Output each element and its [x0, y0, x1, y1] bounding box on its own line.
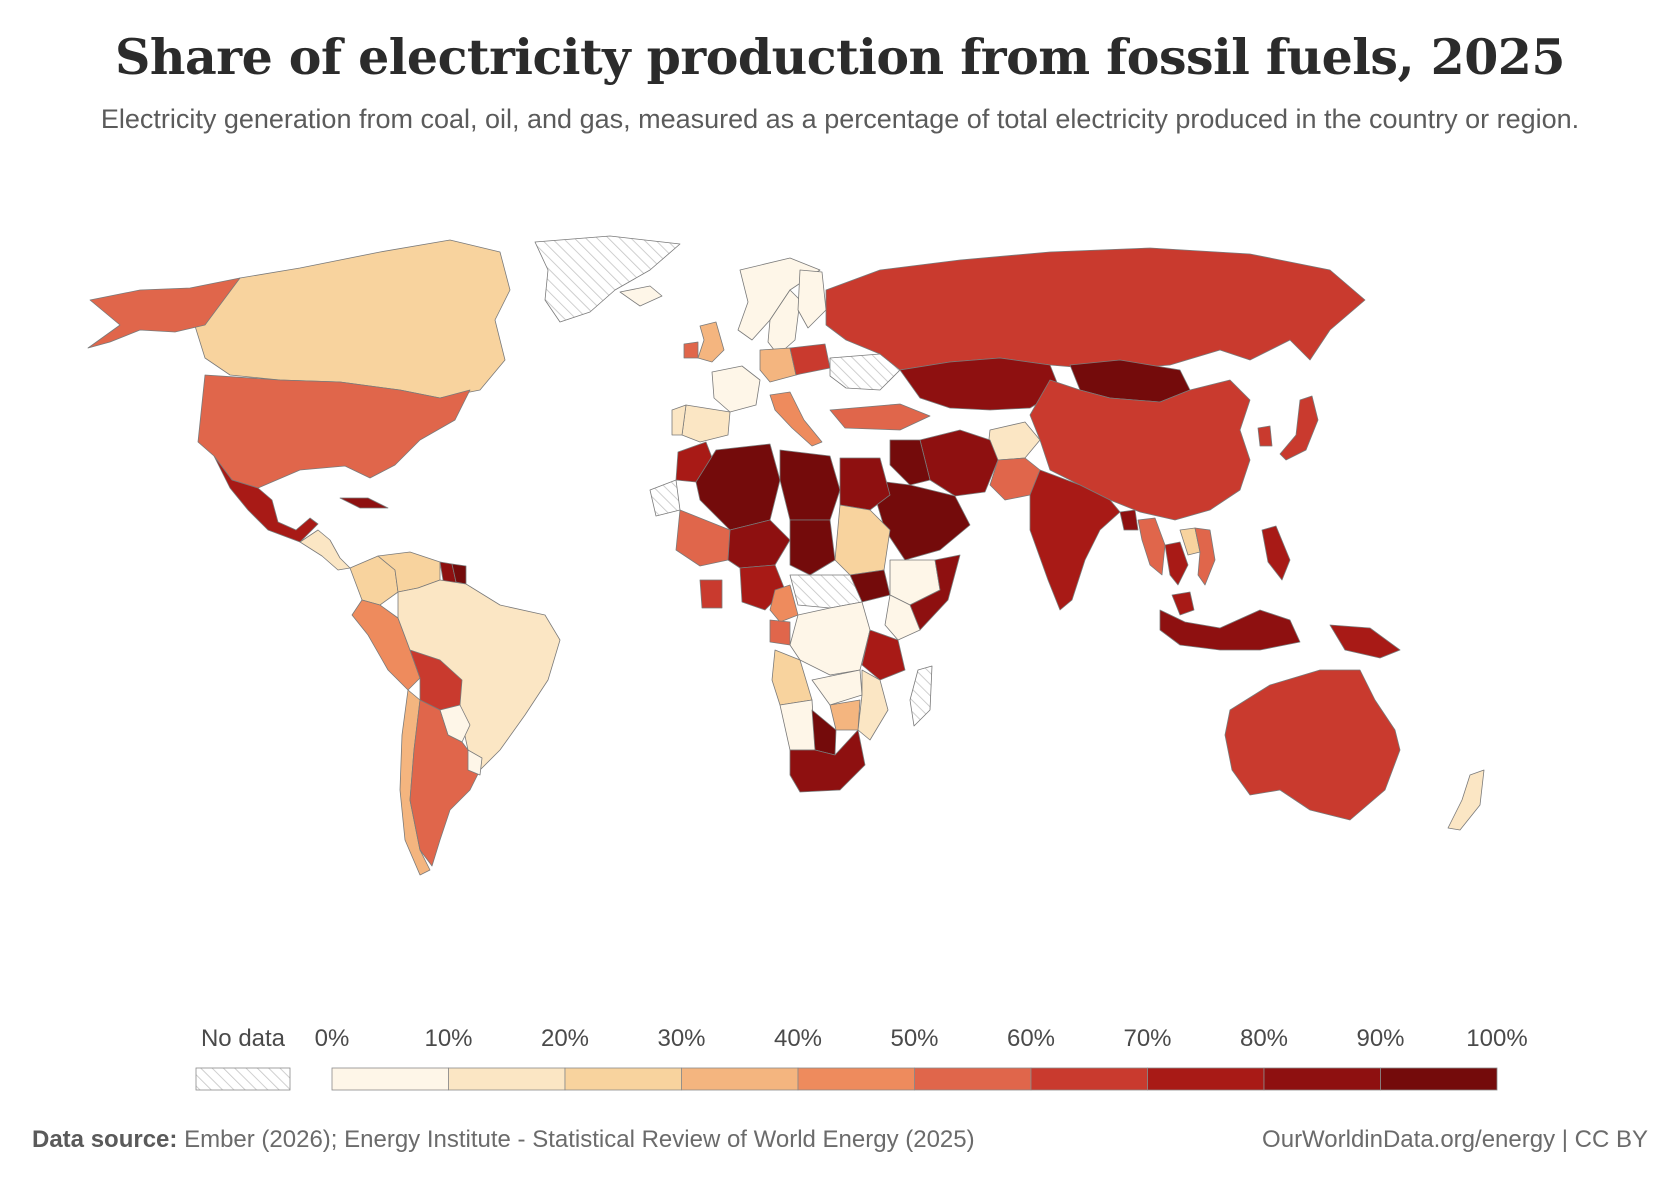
region-papua-new-guinea[interactable]: Papua New Guinea	[1329, 624, 1401, 659]
legend-tick-label: 80%	[1240, 1025, 1288, 1052]
region-new-zealand[interactable]: New Zealand	[1447, 769, 1485, 831]
legend-bin-70-80	[1147, 1067, 1265, 1091]
region-western-sahara[interactable]: Western Sahara	[649, 479, 681, 517]
region-gabon[interactable]: Gabon	[769, 619, 791, 646]
region-mali[interactable]: Mali	[675, 509, 731, 567]
region-myanmar[interactable]: Myanmar	[1137, 517, 1166, 576]
region-vietnam[interactable]: Vietnam	[1194, 527, 1216, 586]
chart-subtitle: Electricity generation from coal, oil, a…	[100, 104, 1580, 134]
region-botswana[interactable]: Botswana	[811, 709, 837, 756]
data-source: Data source: Ember (2026); Energy Instit…	[32, 1126, 975, 1154]
region-bangladesh[interactable]: Bangladesh	[1119, 509, 1139, 531]
region-japan[interactable]: Japan	[1279, 395, 1319, 461]
region-india[interactable]: India	[1029, 469, 1121, 611]
region-finland[interactable]: Finland	[797, 269, 827, 329]
region-cameroon[interactable]: Cameroon	[769, 584, 799, 623]
region-peru[interactable]: Peru	[351, 599, 421, 691]
region-zimbabwe[interactable]: Zimbabwe	[829, 699, 861, 731]
region-south-africa[interactable]: South Africa	[789, 729, 866, 793]
region-spain[interactable]: Spain	[681, 404, 731, 443]
region-chad[interactable]: Chad	[789, 519, 836, 576]
color-legend: No data 0% 10% 20% 30% 40% 50% 60% 70% 80% 90% 100…	[195, 1025, 1528, 1091]
legend-bin-40-50	[797, 1067, 915, 1091]
legend-tick-label: 90%	[1356, 1025, 1404, 1052]
legend-no-data-label: No data	[201, 1025, 286, 1052]
legend-tick-label: 10%	[424, 1025, 472, 1052]
legend-bin-10-20	[448, 1067, 566, 1091]
legend-tick-label: 100%	[1466, 1025, 1527, 1052]
legend-no-data-swatch	[195, 1067, 291, 1091]
legend-bin-20-30	[564, 1067, 682, 1091]
region-alaska[interactable]: Alaska	[87, 277, 241, 349]
region-egypt[interactable]: Egypt	[839, 457, 891, 511]
region-italy[interactable]: Italy	[769, 391, 823, 447]
region-south-korea[interactable]: South Korea	[1257, 425, 1273, 447]
region-malaysia[interactable]: Malaysia	[1171, 591, 1195, 616]
world-map: CanadaAlaskaUnited StatesGreenlandMexico…	[87, 235, 1485, 876]
region-canada[interactable]: Canada	[189, 239, 511, 399]
region-poland[interactable]: Poland	[789, 343, 831, 376]
region-kazakhstan[interactable]: Kazakhstan	[899, 357, 1061, 411]
region-dr-congo[interactable]: DR Congo	[789, 601, 871, 676]
region-cuba[interactable]: Cuba	[339, 497, 389, 509]
region-central-america[interactable]: Central America	[299, 529, 351, 571]
region-iran[interactable]: Iran	[919, 429, 999, 497]
legend-bin-80-90	[1263, 1067, 1381, 1091]
legend-tick-label: 30%	[657, 1025, 705, 1052]
region-ireland[interactable]: Ireland	[683, 341, 699, 359]
region-iceland[interactable]: Iceland	[619, 285, 663, 307]
region-germany[interactable]: Germany	[759, 347, 797, 383]
legend-bin-60-70	[1030, 1067, 1148, 1091]
region-china[interactable]: China	[1029, 379, 1251, 521]
legend-tick-label: 40%	[774, 1025, 822, 1052]
legend-bin-30-40	[681, 1067, 799, 1091]
legend-tick-label: 20%	[541, 1025, 589, 1052]
region-turkey[interactable]: Turkey	[829, 403, 931, 431]
data-source-label: Data source:	[32, 1126, 178, 1153]
legend-bin-50-60	[914, 1067, 1032, 1091]
region-mozambique[interactable]: Mozambique	[857, 669, 889, 741]
region-mexico[interactable]: Mexico	[213, 455, 319, 543]
region-france[interactable]: France	[711, 365, 761, 413]
legend-tick-label: 60%	[1007, 1025, 1055, 1052]
region-portugal[interactable]: Portugal	[671, 404, 687, 436]
license-link[interactable]: OurWorldinData.org/energy | CC BY	[1262, 1126, 1648, 1153]
legend-bin-0-10	[331, 1067, 449, 1091]
region-tanzania[interactable]: Tanzania	[861, 629, 906, 681]
legend-tick-label: 70%	[1123, 1025, 1171, 1052]
region-uruguay[interactable]: Uruguay	[467, 749, 483, 776]
region-kenya[interactable]: Kenya	[884, 594, 921, 641]
region-australia[interactable]: Australia	[1224, 669, 1401, 821]
region-greenland[interactable]: Greenland	[534, 235, 681, 323]
region-central-african-republic[interactable]: Central African Republic	[789, 574, 863, 609]
region-sweden[interactable]: Sweden	[767, 289, 801, 356]
region-indonesia[interactable]: Indonesia	[1159, 609, 1301, 651]
region-zambia[interactable]: Zambia	[811, 669, 863, 706]
region-ghana[interactable]: Ghana	[699, 579, 723, 609]
legend-bin-90-100	[1380, 1067, 1498, 1091]
region-philippines[interactable]: Philippines	[1261, 525, 1291, 581]
data-source-text: Ember (2026); Energy Institute - Statist…	[184, 1126, 975, 1153]
region-united-kingdom[interactable]: United Kingdom	[697, 321, 725, 363]
region-libya[interactable]: Libya	[779, 449, 841, 521]
region-russia[interactable]: Russia	[825, 247, 1366, 371]
chart-title: Share of electricity production from fos…	[115, 28, 1566, 86]
region-thailand[interactable]: Thailand	[1164, 541, 1189, 586]
region-madagascar[interactable]: Madagascar	[909, 665, 933, 727]
legend-tick-label: 50%	[890, 1025, 938, 1052]
legend-tick-label: 0%	[315, 1025, 350, 1052]
region-namibia[interactable]: Namibia	[779, 699, 816, 751]
region-iraq[interactable]: Iraq	[889, 439, 931, 486]
region-argentina[interactable]: Argentina	[409, 699, 481, 867]
